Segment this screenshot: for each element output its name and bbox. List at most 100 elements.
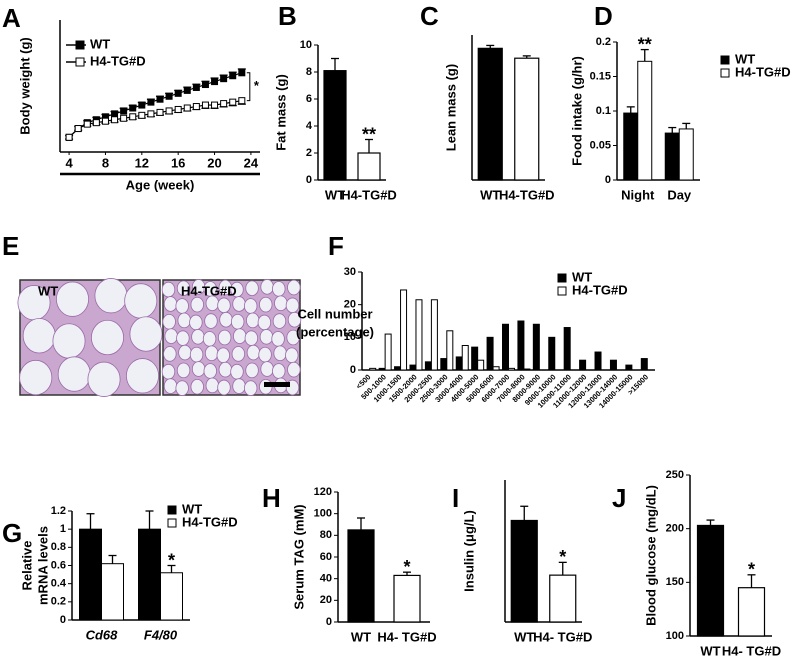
adipocyte bbox=[232, 296, 246, 312]
adipocyte bbox=[161, 363, 176, 380]
marker bbox=[229, 98, 237, 106]
bar bbox=[563, 327, 571, 371]
x-tick-label: Day bbox=[667, 187, 692, 202]
x-tick-label: H4- TG#D bbox=[377, 629, 436, 644]
adipocyte bbox=[287, 311, 302, 328]
micrograph-label: H4-TG#D bbox=[181, 283, 237, 298]
x-tick-label: WT bbox=[480, 187, 500, 202]
bar bbox=[510, 519, 538, 623]
legend-label: WT bbox=[572, 269, 592, 284]
adipocyte bbox=[175, 298, 189, 314]
adipocyte bbox=[129, 316, 163, 352]
adipocyte bbox=[175, 380, 189, 396]
y-tick-label: 0 bbox=[60, 614, 66, 626]
y-tick-label: 150 bbox=[666, 576, 684, 588]
adipocyte bbox=[205, 377, 220, 394]
bar bbox=[678, 128, 694, 181]
x-tick-label: 4 bbox=[65, 155, 73, 170]
marker bbox=[101, 117, 109, 125]
marker bbox=[238, 97, 246, 105]
adipocyte bbox=[87, 361, 121, 397]
adipocyte bbox=[190, 296, 204, 313]
adipocyte bbox=[94, 278, 128, 314]
bar bbox=[393, 574, 421, 623]
y-tick-label: 4 bbox=[306, 120, 313, 132]
panel-letter: A bbox=[2, 3, 21, 33]
marker bbox=[201, 101, 209, 109]
adipocyte bbox=[19, 359, 53, 396]
y-tick-label: 0 bbox=[326, 616, 332, 628]
bar bbox=[594, 351, 602, 371]
panel-letter: C bbox=[420, 1, 439, 31]
adipocyte bbox=[259, 296, 273, 313]
y-axis-label: Insulin (μg/L) bbox=[461, 510, 476, 592]
bar bbox=[446, 330, 454, 371]
annotation: * bbox=[748, 560, 755, 580]
y-tick-label: 20 bbox=[344, 299, 356, 311]
legend-swatch bbox=[75, 40, 85, 50]
adipocyte bbox=[230, 363, 244, 380]
y-tick-label: 60 bbox=[320, 551, 332, 563]
y-tick-label: 250 bbox=[666, 469, 684, 481]
y-tick-label: 0.8 bbox=[51, 541, 66, 553]
bar bbox=[384, 333, 392, 371]
adipocyte bbox=[202, 331, 217, 347]
y-tick-label: 1 bbox=[60, 523, 66, 535]
legend-label: H4-TG#D bbox=[182, 514, 238, 529]
marker bbox=[201, 81, 209, 89]
legend-swatch bbox=[167, 518, 177, 528]
bar bbox=[640, 358, 648, 371]
bar bbox=[514, 57, 540, 181]
bar bbox=[369, 367, 377, 371]
marker bbox=[120, 114, 128, 122]
x-tick-label: WT bbox=[514, 629, 534, 644]
bar bbox=[347, 529, 375, 623]
y-tick-label: 0.15 bbox=[590, 70, 611, 82]
marker bbox=[165, 92, 173, 100]
x-tick-label: Night bbox=[621, 187, 655, 202]
y-axis-label: Fat mass (g) bbox=[273, 74, 288, 151]
legend-swatch bbox=[720, 55, 730, 65]
bar bbox=[430, 299, 438, 371]
marker bbox=[156, 95, 164, 103]
adipocyte bbox=[272, 313, 287, 329]
y-tick-label: 0.6 bbox=[51, 559, 66, 571]
adipocyte bbox=[57, 356, 91, 392]
y-tick-label: 0.4 bbox=[51, 578, 67, 590]
adipocyte bbox=[216, 347, 230, 364]
bar bbox=[357, 152, 381, 181]
adipocyte bbox=[189, 314, 203, 331]
adipocyte bbox=[163, 346, 177, 362]
bar bbox=[440, 358, 448, 371]
marker bbox=[74, 125, 82, 133]
y-tick-label: 30 bbox=[344, 266, 356, 278]
bar bbox=[517, 320, 525, 371]
bar bbox=[609, 359, 617, 371]
adipocyte bbox=[271, 331, 285, 347]
y-tick-label: 0 bbox=[306, 174, 312, 186]
y-axis-label: mRNA levels bbox=[35, 526, 50, 605]
bar bbox=[477, 359, 485, 371]
y-tick-label: 2 bbox=[306, 147, 312, 159]
adipocyte bbox=[259, 329, 274, 345]
annotation: * bbox=[254, 78, 260, 93]
bar bbox=[549, 574, 577, 623]
micrograph-label: WT bbox=[38, 283, 58, 298]
adipocyte bbox=[219, 311, 233, 328]
adipocyte bbox=[190, 378, 204, 395]
x-tick-label: 8 bbox=[102, 155, 109, 170]
bar bbox=[400, 289, 408, 371]
adipocyte bbox=[204, 345, 219, 362]
y-tick-label: 0.2 bbox=[51, 596, 66, 608]
panel-letter: E bbox=[2, 231, 19, 261]
adipocyte bbox=[124, 283, 158, 319]
adipocyte bbox=[161, 281, 176, 298]
adipocyte bbox=[177, 312, 191, 329]
x-tick-label: 12 bbox=[135, 155, 149, 170]
adipocyte bbox=[245, 280, 259, 297]
annotation: * bbox=[168, 550, 175, 570]
adipocyte bbox=[273, 345, 287, 362]
adipocyte bbox=[233, 328, 247, 344]
y-tick-label: 200 bbox=[666, 523, 684, 535]
adipocyte bbox=[274, 295, 288, 312]
